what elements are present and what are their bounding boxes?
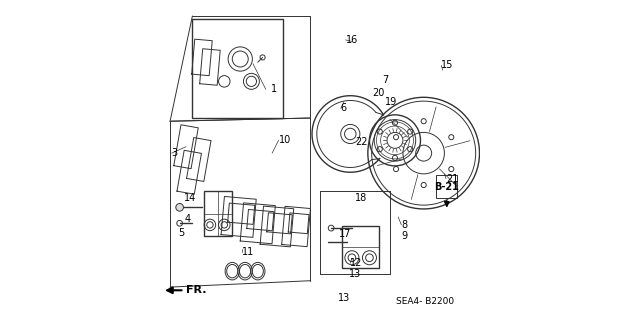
Text: 3: 3 (172, 148, 178, 158)
Text: 22: 22 (355, 137, 367, 147)
Text: 6: 6 (340, 103, 347, 114)
Text: 13: 13 (349, 269, 361, 279)
Text: 21: 21 (446, 174, 458, 184)
Text: B-21: B-21 (435, 182, 460, 192)
Text: 10: 10 (278, 135, 291, 145)
Text: 8: 8 (401, 220, 408, 230)
Bar (436, 175, 457, 198)
Text: 15: 15 (441, 60, 454, 70)
Text: 20: 20 (372, 87, 385, 98)
Text: 18: 18 (355, 193, 367, 203)
Text: SEA4- B2200: SEA4- B2200 (396, 297, 454, 306)
Text: FR.: FR. (186, 285, 207, 295)
Text: 4: 4 (184, 213, 191, 224)
Text: 16: 16 (346, 35, 358, 45)
Text: 9: 9 (401, 231, 408, 241)
Text: 17: 17 (339, 229, 351, 240)
Text: 12: 12 (350, 258, 363, 268)
Text: 5: 5 (178, 228, 184, 238)
Text: 11: 11 (242, 247, 254, 257)
Text: 19: 19 (385, 97, 397, 107)
Text: 14: 14 (184, 193, 196, 203)
Circle shape (176, 204, 184, 211)
Text: 7: 7 (382, 75, 388, 85)
Text: 1: 1 (271, 84, 276, 94)
Text: 13: 13 (337, 293, 350, 303)
